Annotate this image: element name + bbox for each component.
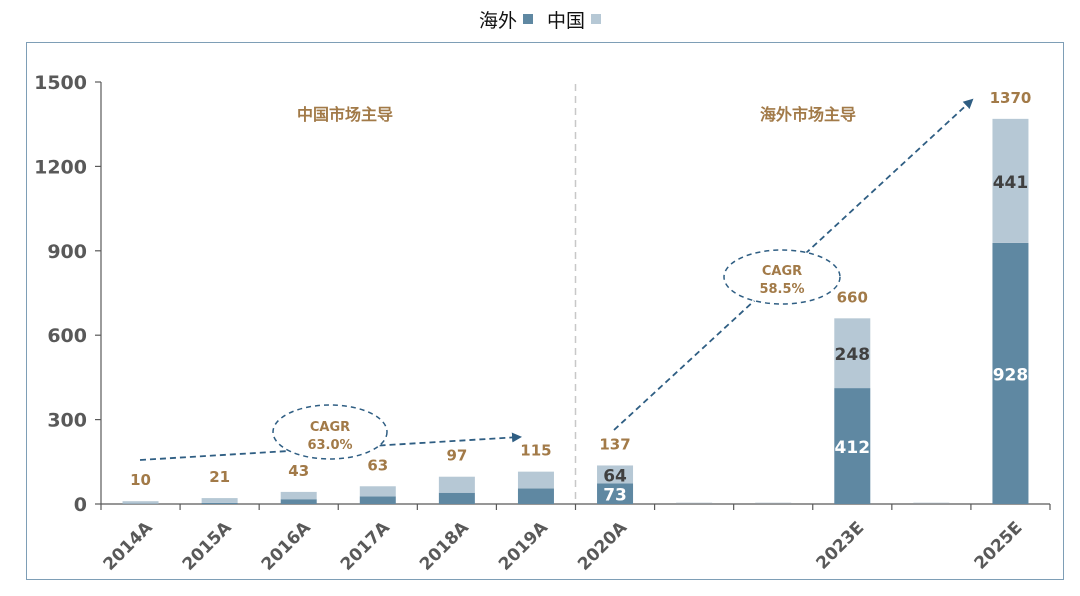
bar-segment-china xyxy=(597,465,634,484)
cagr-ellipse-left xyxy=(272,404,388,460)
x-tick-label: 2016A xyxy=(258,517,315,574)
legend-label: 中国 xyxy=(547,9,586,32)
y-tick-label: 0 xyxy=(74,494,87,516)
bar-segment-overseas xyxy=(597,483,634,504)
total-label: 97 xyxy=(446,447,467,465)
total-label: 660 xyxy=(837,288,868,306)
total-label: 21 xyxy=(209,468,230,486)
legend-swatch xyxy=(523,14,533,24)
legend-item-0: 海外 xyxy=(479,6,533,33)
bar-segment-china xyxy=(517,471,554,489)
x-tick-label: 2019A xyxy=(495,517,552,574)
y-tick-label: 1500 xyxy=(34,72,87,94)
legend-item-1: 中国 xyxy=(547,6,602,33)
y-tick-label: 1200 xyxy=(34,156,87,178)
legend-label: 海外 xyxy=(478,9,517,32)
x-tick-label: 2023E xyxy=(812,518,868,574)
bar-segment-overseas xyxy=(992,242,1029,504)
data-label-china: 248 xyxy=(835,345,871,365)
bar-segment-china xyxy=(834,318,871,389)
total-label: 115 xyxy=(520,442,551,460)
bar-segment-overseas xyxy=(359,496,396,504)
bar-segment-overseas xyxy=(438,492,475,504)
bar-segment-overseas xyxy=(834,388,871,504)
y-tick-label: 600 xyxy=(47,325,87,347)
y-tick-label: 900 xyxy=(47,241,87,263)
data-label-china: 441 xyxy=(993,173,1029,193)
cagr-right-line1: CAGR xyxy=(762,264,802,279)
x-tick-label: 2014A xyxy=(100,517,157,574)
bar-segment-overseas xyxy=(517,488,554,504)
bar-segment-china xyxy=(201,498,238,503)
x-tick-label: 2017A xyxy=(337,517,394,574)
bar-segment-china xyxy=(992,118,1029,243)
cagr-right-line2: 58.5% xyxy=(759,282,804,297)
data-label-overseas: 412 xyxy=(835,438,871,458)
y-tick-label: 300 xyxy=(47,410,87,432)
total-label: 137 xyxy=(599,435,630,453)
legend: 海外 中国 xyxy=(0,6,1080,32)
cagr-left-line2: 63.0% xyxy=(307,438,352,453)
data-label-china: 64 xyxy=(603,466,627,486)
bar-segment-china xyxy=(280,491,317,500)
x-tick-label: 2015A xyxy=(179,517,236,574)
region-title-right: 海外市场主导 xyxy=(760,105,856,124)
chart-frame xyxy=(26,42,1064,580)
total-label: 43 xyxy=(288,462,309,480)
region-title-left: 中国市场主导 xyxy=(297,105,393,124)
bar-segment-overseas xyxy=(280,499,317,504)
cagr-left-line1: CAGR xyxy=(310,420,350,435)
total-label: 1370 xyxy=(990,89,1032,107)
x-tick-label: 2018A xyxy=(416,517,473,574)
cagr-ellipse-right xyxy=(723,249,841,305)
x-tick-label: 2020A xyxy=(574,517,631,574)
x-tick-label: 2025E xyxy=(971,518,1027,574)
bar-segment-china xyxy=(359,486,396,497)
bar-segment-china xyxy=(438,476,475,493)
data-label-overseas: 928 xyxy=(993,365,1029,385)
total-label: 10 xyxy=(130,471,151,489)
bar-segment-china xyxy=(122,501,159,504)
legend-swatch xyxy=(591,14,602,24)
data-label-overseas: 73 xyxy=(603,486,627,506)
bar-segment-overseas xyxy=(201,502,238,504)
total-label: 63 xyxy=(367,456,388,474)
